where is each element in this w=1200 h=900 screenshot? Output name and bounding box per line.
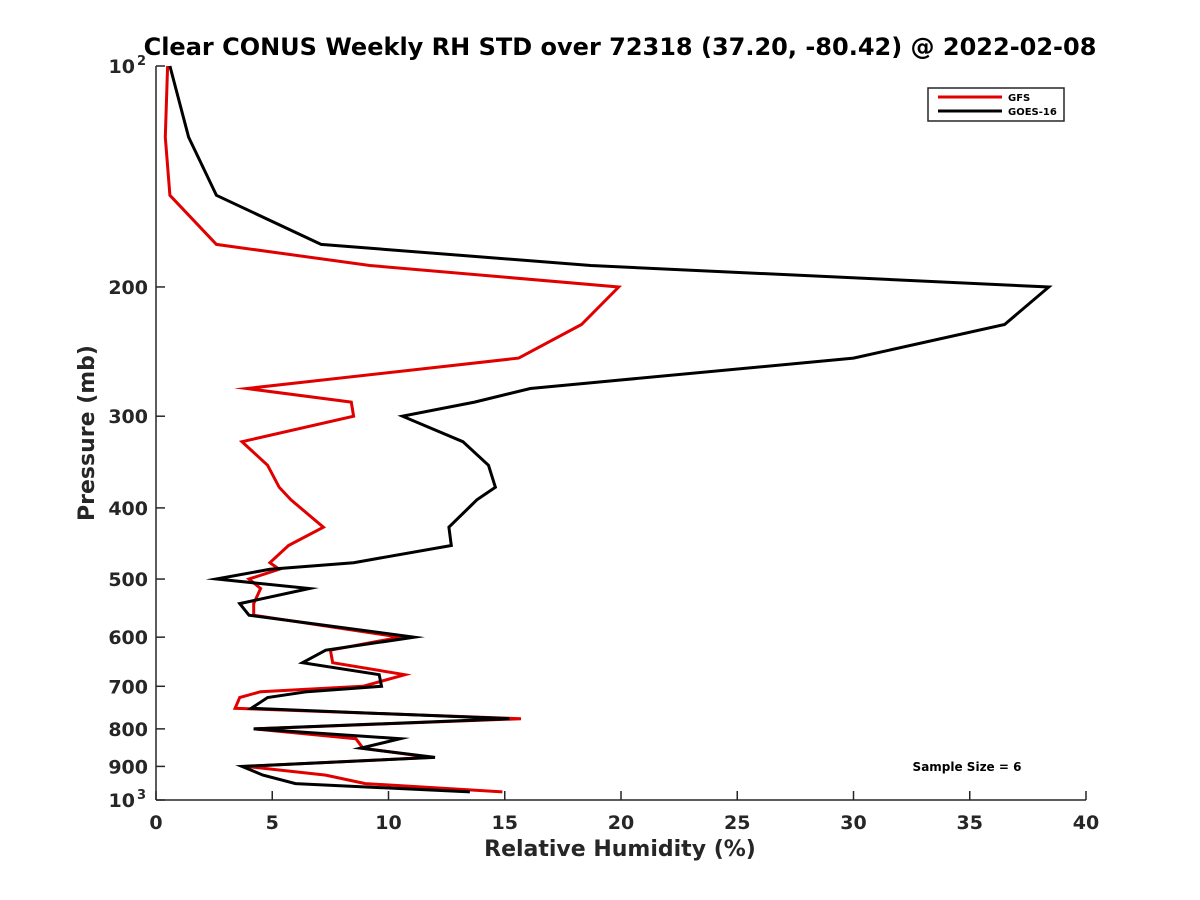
- y-tick-label: 700: [108, 676, 148, 698]
- x-tick-label: 10: [375, 812, 401, 834]
- sample-size-annotation: Sample Size = 6: [913, 760, 1022, 774]
- y-tick-label: 200: [108, 277, 148, 299]
- y-tick-exponent: 2: [137, 54, 146, 69]
- x-tick-label: 20: [608, 812, 634, 834]
- plot-background: [156, 66, 1086, 800]
- y-tick-label: 600: [108, 627, 148, 649]
- chart-title: Clear CONUS Weekly RH STD over 72318 (37…: [144, 33, 1097, 61]
- y-tick-label: 400: [108, 498, 148, 520]
- x-axis-label: Relative Humidity (%): [484, 837, 756, 862]
- x-tick-label: 30: [840, 812, 866, 834]
- x-tick-label: 35: [957, 812, 983, 834]
- y-tick-label: 10: [109, 56, 135, 78]
- x-tick-label: 25: [724, 812, 750, 834]
- x-tick-label: 15: [492, 812, 518, 834]
- x-tick-label: 5: [266, 812, 279, 834]
- y-tick-label: 300: [108, 406, 148, 428]
- x-tick-label: 40: [1073, 812, 1099, 834]
- legend-box: [927, 87, 1065, 122]
- y-axis-label: Pressure (mb): [75, 345, 100, 521]
- y-tick-label: 900: [108, 756, 148, 778]
- plot-area: [156, 66, 1086, 800]
- legend-label: GOES-16: [1008, 107, 1057, 118]
- legend-label: GFS: [1008, 93, 1030, 104]
- y-tick-label: 800: [108, 719, 148, 741]
- series-line-goes-16: [168, 65, 1053, 794]
- y-tick-label: 500: [108, 569, 148, 591]
- legend: GFS GOES-16: [927, 87, 1065, 122]
- series-layer: [163, 65, 1053, 794]
- y-tick-exponent: 3: [137, 788, 146, 803]
- x-tick-label: 0: [149, 812, 162, 834]
- y-tick-label: 10: [109, 790, 135, 812]
